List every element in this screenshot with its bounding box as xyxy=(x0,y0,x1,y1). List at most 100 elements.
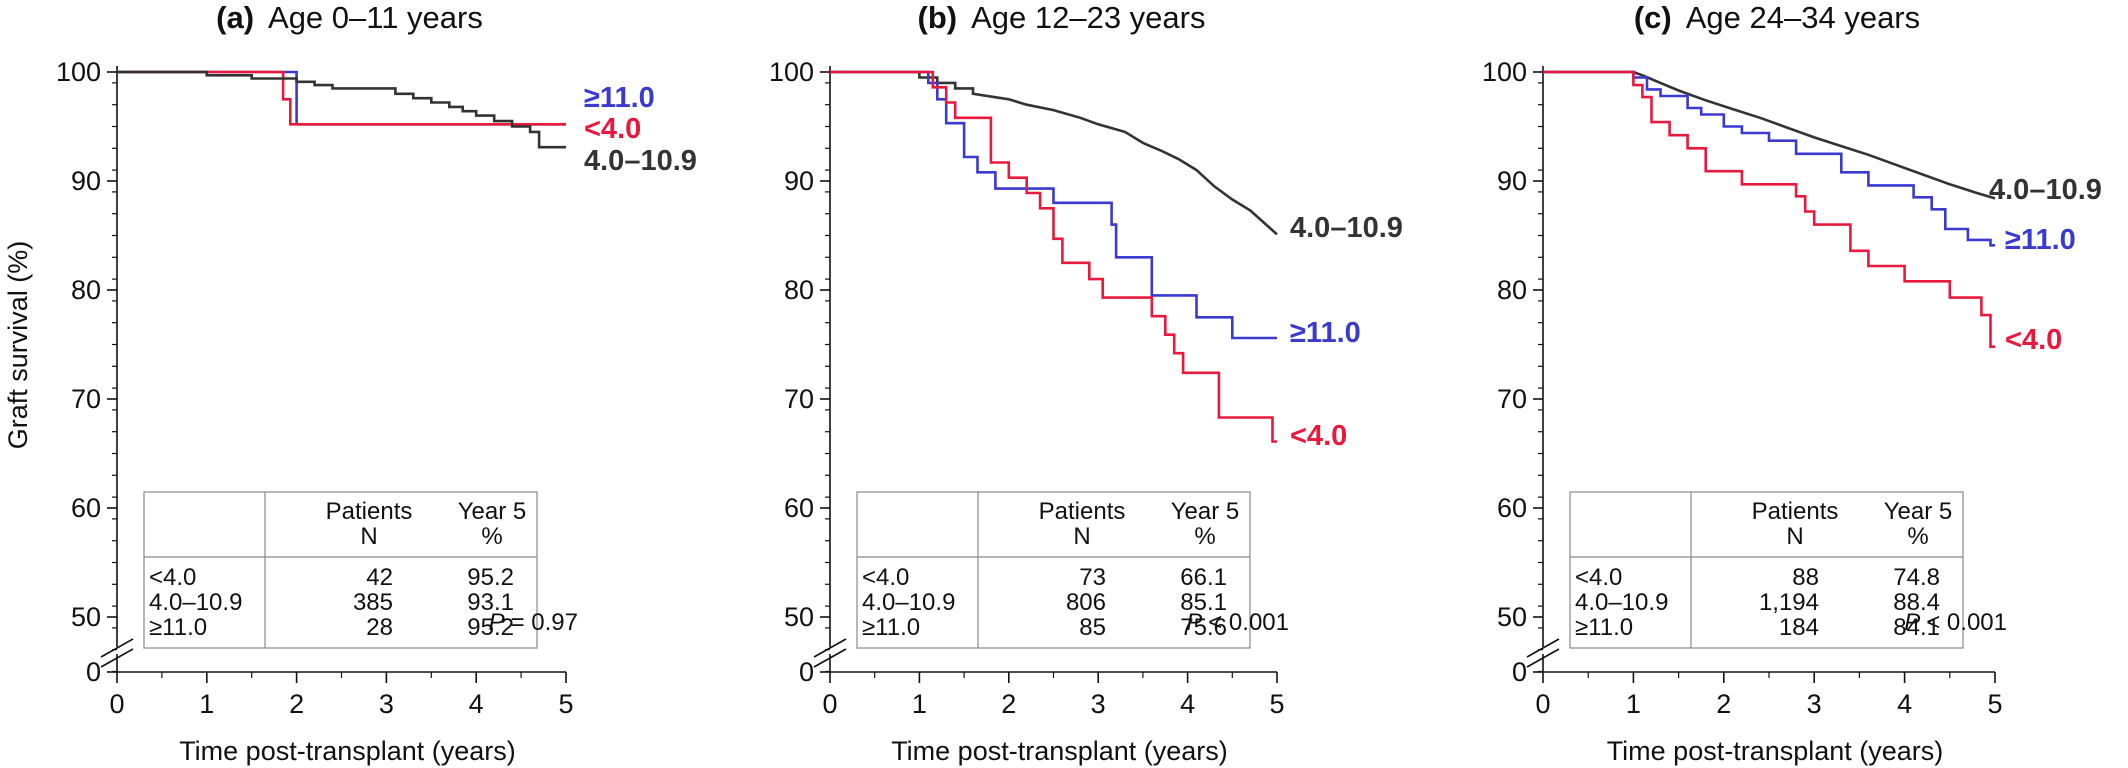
axis-break-mark xyxy=(100,648,134,668)
panel-title: (a) Age 0–11 years xyxy=(216,0,483,35)
table-cell-pct: 75.6 xyxy=(1180,614,1227,641)
summary-table xyxy=(143,491,538,649)
km-curve xyxy=(117,70,566,149)
km-curve xyxy=(1543,70,1996,200)
panel-title: (b) Age 12–23 years xyxy=(918,0,1206,35)
panel-letter: (a) xyxy=(216,0,254,35)
x-axis-label: Time post-transplant (years) xyxy=(1607,736,1944,766)
table-header: N xyxy=(1073,523,1090,550)
x-tick-label: 5 xyxy=(558,689,573,719)
table-header: % xyxy=(1194,523,1215,550)
table-cell-pct: 93.1 xyxy=(467,589,514,616)
x-tick-label: 3 xyxy=(379,689,394,719)
y-tick-label: 60 xyxy=(784,493,814,523)
x-tick-label: 0 xyxy=(822,689,837,719)
y-tick-label: 50 xyxy=(71,602,101,632)
table-cell-n: 28 xyxy=(366,614,393,641)
axis-break-mark xyxy=(100,638,134,658)
x-axis-label: Time post-transplant (years) xyxy=(891,736,1228,766)
p-value-text: = 0.97 xyxy=(511,609,578,636)
x-tick-label: 4 xyxy=(469,689,484,719)
x-tick-label: 3 xyxy=(1807,689,1822,719)
table-cell-pct: 95.2 xyxy=(467,564,514,591)
table-row-label: ≥11.0 xyxy=(862,614,920,641)
x-axis-label: Time post-transplant (years) xyxy=(179,736,516,766)
table-cell-pct: 85.1 xyxy=(1180,589,1227,616)
series-label: 4.0–10.9 xyxy=(584,145,697,177)
panel-title-text: Age 24–34 years xyxy=(1686,0,1920,35)
x-tick-label: 5 xyxy=(1269,689,1284,719)
table-row-label: 4.0–10.9 xyxy=(862,589,955,616)
y-tick-label: 70 xyxy=(71,384,101,414)
table-cell-n: 88 xyxy=(1792,564,1819,591)
x-tick-label: 0 xyxy=(1535,689,1550,719)
y-tick-label: 100 xyxy=(1482,57,1527,87)
x-tick-label: 3 xyxy=(1091,689,1106,719)
table-cell-pct: 95.2 xyxy=(467,614,514,641)
table-header: Year 5 xyxy=(1884,498,1953,525)
x-tick-label: 5 xyxy=(1987,689,2002,719)
y-tick-label: 100 xyxy=(769,57,814,87)
y-tick-label: 80 xyxy=(1497,275,1527,305)
y-tick-label: 90 xyxy=(784,166,814,196)
table-row-label: ≥11.0 xyxy=(1575,614,1633,641)
y-tick-label: 90 xyxy=(1497,166,1527,196)
table-header: Patients xyxy=(1039,498,1126,525)
panel-title: (c) Age 24–34 years xyxy=(1634,0,1920,35)
y-tick-label: 80 xyxy=(71,275,101,305)
km-curve xyxy=(117,70,566,126)
table-cell-n: 85 xyxy=(1079,614,1106,641)
table-cell-n: 806 xyxy=(1066,589,1106,616)
p-value-symbol: P xyxy=(1186,609,1202,636)
y-tick-label: 60 xyxy=(1497,493,1527,523)
table-header: Year 5 xyxy=(458,498,527,525)
x-tick-label: 4 xyxy=(1180,689,1195,719)
table-cell-n: 42 xyxy=(366,564,393,591)
series-label: <4.0 xyxy=(2005,324,2062,356)
series-label: 4.0–10.9 xyxy=(1989,174,2102,206)
table-cell-n: 385 xyxy=(353,589,393,616)
km-curve xyxy=(1543,70,1995,348)
table-row-label: <4.0 xyxy=(862,564,909,591)
x-tick-label: 2 xyxy=(289,689,304,719)
summary-table xyxy=(856,491,1251,649)
y-tick-label: 60 xyxy=(71,493,101,523)
x-tick-label: 1 xyxy=(912,689,927,719)
p-value-symbol: P xyxy=(489,609,505,636)
km-curve xyxy=(117,70,566,126)
p-value: P < 0.001 xyxy=(1186,609,1289,636)
x-tick-label: 4 xyxy=(1897,689,1912,719)
y-tick-label: 0 xyxy=(1512,657,1527,687)
table-cell-pct: 66.1 xyxy=(1180,564,1227,591)
p-value-text: < 0.001 xyxy=(1208,609,1289,636)
p-value-text: < 0.001 xyxy=(1926,609,2007,636)
table-header: % xyxy=(1907,523,1928,550)
km-curve xyxy=(1543,70,1995,247)
table-cell-pct: 84.1 xyxy=(1893,614,1940,641)
table-cell-n: 184 xyxy=(1779,614,1819,641)
y-tick-label: 0 xyxy=(86,657,101,687)
x-tick-label: 0 xyxy=(109,689,124,719)
y-tick-label: 50 xyxy=(784,602,814,632)
table-header: Year 5 xyxy=(1171,498,1240,525)
table-row-label: ≥11.0 xyxy=(149,614,207,641)
series-label: <4.0 xyxy=(584,113,641,145)
table-row-label: 4.0–10.9 xyxy=(149,589,242,616)
panel-letter: (b) xyxy=(918,0,958,35)
p-value: P = 0.97 xyxy=(489,609,578,636)
axis-break-mark xyxy=(1526,638,1560,658)
series-label: 4.0–10.9 xyxy=(1290,212,1403,244)
x-tick-label: 2 xyxy=(1001,689,1016,719)
y-tick-label: 0 xyxy=(799,657,814,687)
panel-title-text: Age 12–23 years xyxy=(971,0,1205,35)
table-cell-pct: 88.4 xyxy=(1893,589,1940,616)
axis-break-mark xyxy=(1526,648,1560,668)
axis-break-mark xyxy=(813,648,847,668)
y-tick-label: 70 xyxy=(784,384,814,414)
p-value: P < 0.001 xyxy=(1904,609,2007,636)
table-cell-n: 73 xyxy=(1079,564,1106,591)
axis-break-mark xyxy=(813,638,847,658)
table-header: Patients xyxy=(1752,498,1839,525)
table-header: Patients xyxy=(326,498,413,525)
